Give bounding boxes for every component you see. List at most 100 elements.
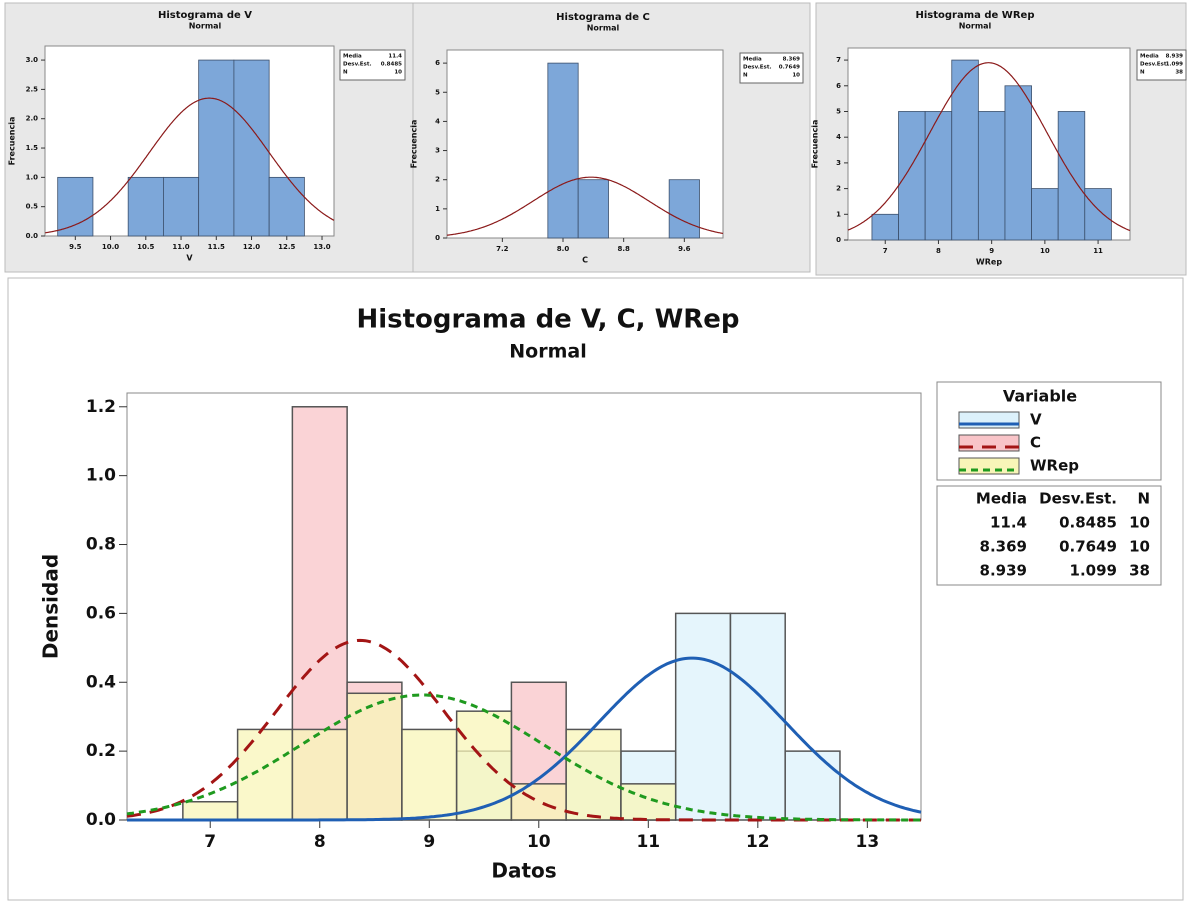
x-tick-label: 9 [423,832,435,852]
stats-box [339,49,406,81]
y-tick-label: 1 [435,205,440,213]
y-tick-label: 7 [836,56,841,64]
histogram-bar [233,59,270,237]
y-tick-label: 0.5 [26,203,39,211]
legend-swatch [958,411,1020,429]
x-tick-label: 9.6 [678,245,691,253]
x-tick-label: 11 [636,832,660,852]
histogram-bar [198,59,235,237]
histogram-bar [784,750,841,821]
legend-label: V [1030,411,1042,429]
histogram-bar [577,179,609,239]
y-tick-label: 0.8 [86,535,116,555]
y-tick-label: 5 [836,107,841,115]
x-tick-label: 7 [204,832,216,852]
chart-subtitle: Normal [189,22,222,31]
normal-curve [847,62,1131,232]
stats-label: Media [343,54,362,60]
stats-value: 8.369 [783,57,801,63]
histogram-bar [547,62,579,239]
x-tick-label: 12.0 [243,243,260,251]
stats-value: 38 [1175,70,1183,76]
x-axis-label: Datos [491,859,556,883]
stats-box [739,52,804,84]
x-tick-label: 9.5 [69,243,82,251]
y-tick-label: 0 [435,234,440,242]
normal-curve [44,97,335,234]
y-tick-label: 2 [435,176,440,184]
y-tick-label: 4 [435,117,440,125]
y-tick-label: 2.0 [26,115,39,123]
stats-value: 10 [1129,514,1150,532]
normal-curve [126,638,921,822]
histogram-bar [291,728,348,821]
legend-label: C [1030,434,1041,452]
histogram-bar [346,692,403,821]
stats-value: 10 [792,73,800,79]
y-tick-label: 0.2 [86,741,116,761]
histogram-bar [57,176,94,237]
histogram-bar [674,612,732,821]
x-tick-label: 7 [883,247,888,255]
histogram-bar [977,111,1006,241]
y-axis-label: Frecuencia [811,120,820,169]
y-tick-label: 0.6 [86,603,116,623]
stats-value: 1.099 [1166,62,1184,68]
x-tick-label: 11.0 [172,243,189,251]
chart-title: Histograma de WRep [916,10,1035,21]
stats-box [936,485,1162,586]
histogram-bar [510,783,567,821]
y-axis-label: Densidad [39,554,63,659]
y-tick-label: 3.0 [26,56,39,64]
x-tick-label: 8 [936,247,941,255]
x-tick-label: 8.0 [557,245,570,253]
y-axis-label: Frecuencia [8,117,17,166]
legend-swatch [958,434,1020,452]
histogram-bar [236,728,294,821]
x-tick-label: 7.2 [496,245,509,253]
stats-label: Desv.Est. [343,62,372,68]
stats-label: Media [743,57,762,63]
normal-curve [127,656,922,822]
y-tick-label: 1.0 [26,173,39,181]
chart-title: Histograma de V [158,10,252,21]
stats-value: 1.099 [1070,562,1117,580]
y-tick-label: 1 [836,210,841,218]
histogram-bar [668,179,700,239]
stats-value: 11.4 [388,54,402,60]
stats-value: 0.7649 [1059,538,1117,556]
legend-label: WRep [1030,457,1079,475]
y-tick-label: 0 [836,236,841,244]
chart-subtitle: Normal [959,22,992,31]
stats-label: N [1140,70,1145,76]
stats-label: Desv.Est. [743,65,772,71]
histogram-bar [898,111,926,241]
y-tick-label: 1.2 [86,397,116,417]
stats-value: 0.8485 [381,62,402,68]
stats-value: 0.8485 [1059,514,1117,532]
y-tick-label: 5 [435,88,440,96]
chart-title: Histograma de V, C, WRep [356,305,739,335]
stats-value: 10 [1129,538,1150,556]
histogram-bar [401,728,458,821]
stats-header: N [1137,490,1150,508]
y-tick-label: 3 [435,147,440,155]
stats-value: 8.939 [1166,54,1184,60]
stats-value: 8.369 [980,538,1027,556]
y-axis-label: Frecuencia [410,120,419,169]
x-tick-label: 9 [989,247,994,255]
y-tick-label: 1.0 [86,466,116,486]
x-tick-label: 10 [527,832,551,852]
y-tick-label: 6 [836,82,841,90]
histogram-bar [1084,188,1112,241]
chart-title: Histograma de C [556,12,650,23]
stats-value: 38 [1129,562,1150,580]
histogram-bar [163,176,200,237]
stats-header: Desv.Est. [1039,490,1117,508]
normal-curve [446,176,724,236]
histogram-bar [1004,85,1032,241]
stats-box [1136,49,1187,81]
x-tick-label: 10 [1040,247,1050,255]
y-tick-label: 4 [836,133,841,141]
